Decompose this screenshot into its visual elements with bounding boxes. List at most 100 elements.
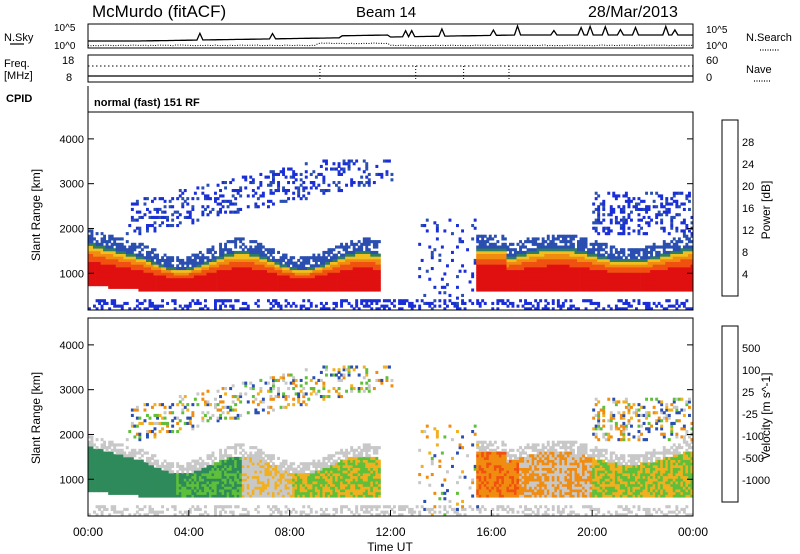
- power-cell: [685, 224, 689, 228]
- power-cell: [156, 261, 160, 265]
- velocity-cell: [95, 489, 99, 493]
- power-cell: [279, 264, 283, 268]
- velocity-cell: [125, 470, 129, 474]
- power-cell: [332, 307, 336, 311]
- velocity-cell: [103, 454, 107, 458]
- power-cell: [685, 250, 689, 254]
- power-cell: [161, 210, 165, 214]
- power-cell: [551, 267, 555, 271]
- power-cell: [478, 234, 482, 238]
- power-cell: [536, 307, 540, 311]
- power-cell: [219, 277, 223, 281]
- power-cell: [267, 280, 270, 284]
- power-cell: [365, 164, 369, 168]
- power-cell: [302, 283, 306, 287]
- power-cell: [670, 283, 674, 287]
- power-cell: [244, 272, 248, 276]
- power-cell: [624, 280, 628, 284]
- velocity-cell: [88, 451, 91, 455]
- power-cell: [688, 229, 691, 233]
- power-cell: [627, 267, 631, 271]
- power-cell: [650, 307, 654, 311]
- power-cell: [297, 264, 301, 268]
- power-cell: [577, 288, 580, 292]
- power-cell: [269, 248, 273, 252]
- power-cell: [113, 269, 117, 273]
- power-cell: [355, 267, 359, 271]
- velocity-cell: [98, 505, 102, 509]
- power-cell: [609, 307, 613, 311]
- velocity-cell: [88, 475, 91, 479]
- velocity-cell: [166, 494, 170, 498]
- power-cell: [322, 283, 326, 287]
- power-cell: [181, 264, 185, 268]
- power-cell: [635, 269, 638, 273]
- power-cell: [135, 226, 139, 230]
- power-cell: [526, 285, 530, 289]
- power-cell: [690, 240, 694, 244]
- power-cell: [178, 269, 182, 273]
- power-cell: [224, 199, 228, 203]
- power-cell: [609, 269, 613, 273]
- power-cell: [524, 269, 528, 273]
- power-cell: [688, 191, 691, 195]
- power-cell: [559, 269, 563, 273]
- velocity-cell: [166, 473, 170, 477]
- power-cell: [188, 285, 192, 289]
- power-cell: [146, 264, 149, 268]
- velocity-cell: [100, 467, 104, 471]
- power-cell: [529, 272, 533, 276]
- power-cell: [619, 210, 623, 214]
- power-cell: [635, 256, 638, 260]
- power-cell: [307, 267, 311, 271]
- velocity-cell: [146, 432, 149, 436]
- power-cell: [236, 299, 240, 303]
- velocity-cell: [130, 470, 134, 474]
- power-cell: [688, 261, 691, 265]
- velocity-cell: [140, 478, 144, 482]
- power-cell: [637, 213, 641, 217]
- power-cell: [602, 272, 606, 276]
- power-cell: [476, 234, 480, 238]
- power-cell: [274, 258, 278, 262]
- power-cell: [163, 199, 167, 203]
- power-cell: [317, 258, 321, 262]
- velocity-cell: [110, 491, 114, 495]
- power-cell: [181, 202, 185, 206]
- power-cell: [554, 283, 558, 287]
- power-cell: [544, 240, 548, 244]
- power-cell: [146, 261, 149, 265]
- power-cell: [529, 267, 533, 271]
- power-cell: [241, 269, 245, 273]
- power-cell: [231, 256, 235, 260]
- power-cell: [524, 261, 528, 265]
- power-cell: [574, 264, 578, 268]
- power-cell: [665, 275, 669, 279]
- power-cell: [541, 258, 545, 262]
- power-cell: [524, 264, 528, 268]
- power-cell: [193, 191, 197, 195]
- power-cell: [496, 275, 500, 279]
- noise-tick-right-top: 10^5: [706, 25, 728, 36]
- power-cell: [637, 229, 641, 233]
- power-cell: [594, 285, 598, 289]
- power-cell: [403, 299, 407, 303]
- power-cell: [418, 242, 422, 246]
- power-cell: [556, 280, 560, 284]
- power-cell: [544, 283, 548, 287]
- power-cell: [524, 275, 528, 279]
- power-cell: [685, 234, 689, 238]
- power-cell: [249, 240, 253, 244]
- velocity-cell: [90, 438, 94, 442]
- power-cell: [539, 264, 543, 268]
- power-cell: [168, 258, 172, 262]
- power-cell: [246, 307, 250, 311]
- power-cell: [657, 245, 661, 249]
- power-cell: [524, 258, 528, 262]
- power-cell: [466, 248, 470, 252]
- power-cell: [476, 258, 480, 262]
- velocity-cell: [140, 483, 144, 487]
- power-cell: [642, 199, 646, 203]
- power-cell: [163, 258, 167, 262]
- power-cell: [647, 261, 651, 265]
